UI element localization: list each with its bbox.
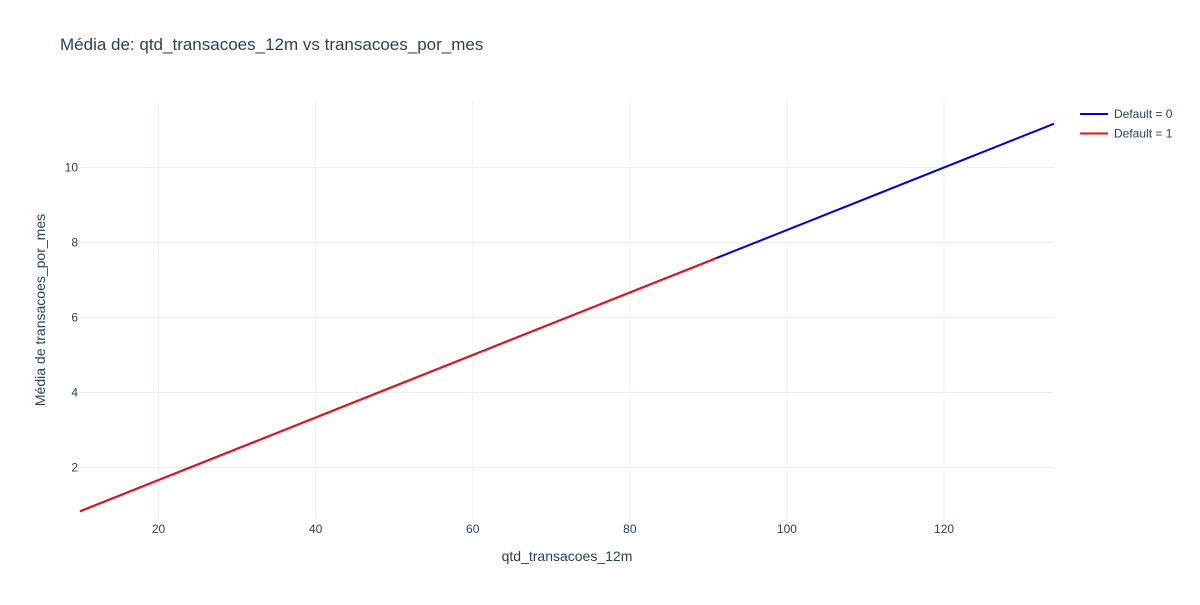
x-tick-label: 100 [777, 522, 797, 536]
series-lines [79, 122, 1055, 513]
x-tick-label: 20 [152, 522, 166, 536]
series-line-1 [79, 257, 717, 513]
y-tick-label: 10 [65, 161, 79, 175]
y-tick-label: 2 [71, 461, 78, 475]
x-tick-label: 80 [623, 522, 637, 536]
y-axis-label: Média de transacoes_por_mes [32, 214, 48, 406]
x-axis-ticks: 20 40 60 80 100 120 [152, 522, 954, 536]
x-tick-label: 40 [309, 522, 323, 536]
y-tick-label: 6 [71, 311, 78, 325]
x-tick-label: 60 [466, 522, 480, 536]
x-tick-label: 120 [934, 522, 954, 536]
x-axis-label: qtd_transacoes_12m [502, 548, 633, 564]
legend-label: Default = 1 [1114, 127, 1173, 141]
y-axis-ticks: 2 4 6 8 10 [65, 161, 79, 475]
grid [80, 100, 1054, 520]
legend: Default = 0 Default = 1 [1080, 107, 1173, 141]
legend-label: Default = 0 [1114, 107, 1173, 121]
y-tick-label: 8 [71, 236, 78, 250]
chart-title: Média de: qtd_transacoes_12m vs transaco… [60, 35, 483, 54]
y-tick-label: 4 [71, 386, 78, 400]
